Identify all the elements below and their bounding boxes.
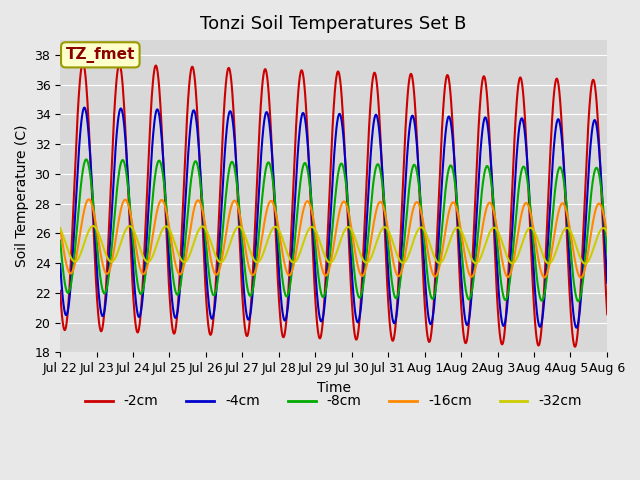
Legend: -2cm, -4cm, -8cm, -16cm, -32cm: -2cm, -4cm, -8cm, -16cm, -32cm: [79, 389, 588, 414]
Title: Tonzi Soil Temperatures Set B: Tonzi Soil Temperatures Set B: [200, 15, 467, 33]
Text: TZ_fmet: TZ_fmet: [66, 47, 135, 63]
X-axis label: Time: Time: [317, 381, 351, 395]
Y-axis label: Soil Temperature (C): Soil Temperature (C): [15, 125, 29, 267]
